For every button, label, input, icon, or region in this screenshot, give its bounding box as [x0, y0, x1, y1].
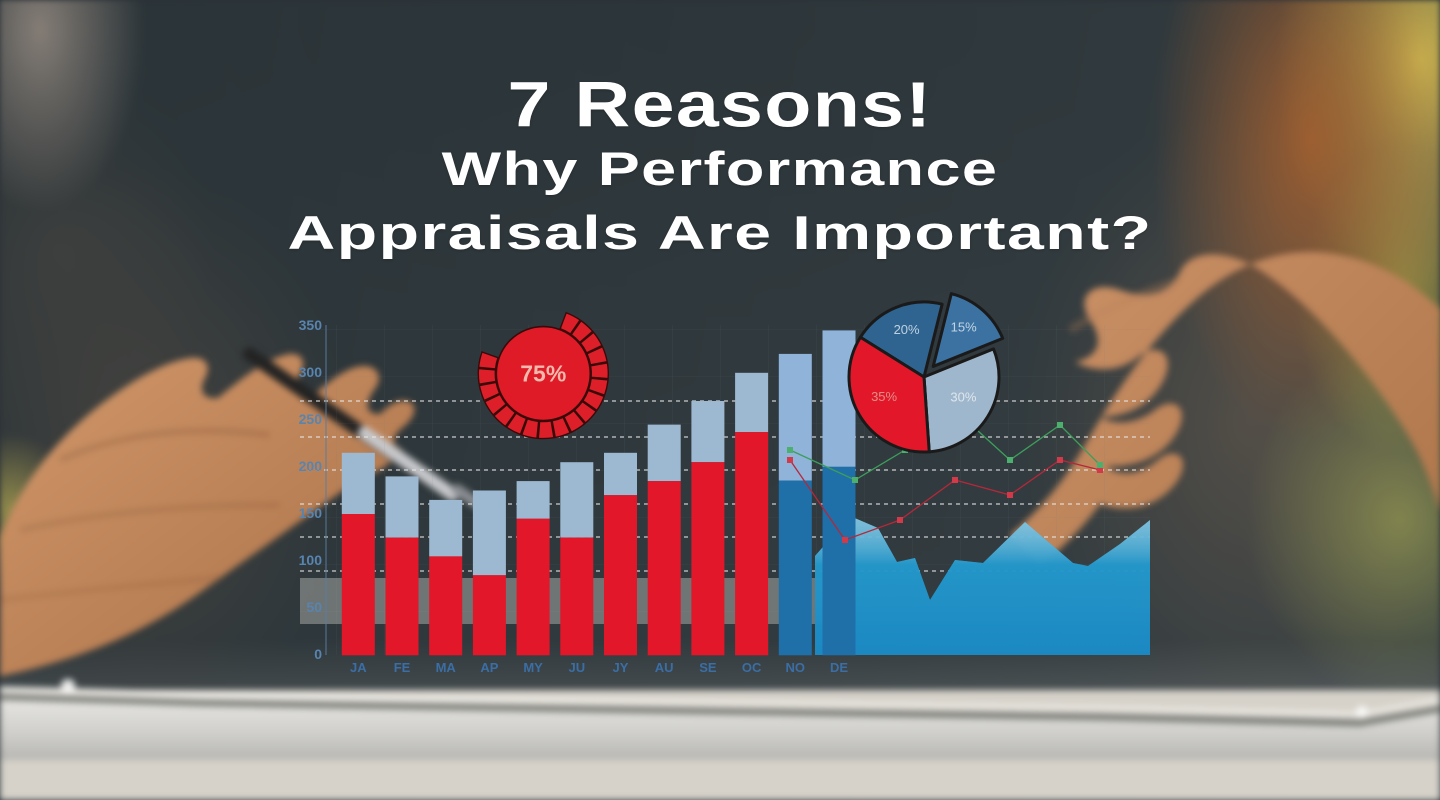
svg-text:250: 250	[299, 411, 323, 427]
svg-text:NO: NO	[786, 660, 806, 675]
svg-text:100: 100	[299, 552, 323, 568]
svg-text:30%: 30%	[950, 390, 976, 405]
svg-text:JA: JA	[350, 660, 367, 675]
svg-text:150: 150	[299, 505, 323, 521]
svg-text:50: 50	[306, 599, 322, 615]
svg-text:DE: DE	[830, 660, 848, 675]
svg-text:200: 200	[299, 458, 323, 474]
svg-text:MY: MY	[523, 660, 543, 675]
svg-text:OC: OC	[742, 660, 762, 675]
svg-text:15%: 15%	[951, 319, 977, 334]
svg-text:AU: AU	[655, 660, 674, 675]
svg-text:75%: 75%	[520, 361, 566, 387]
svg-text:0: 0	[314, 646, 322, 662]
svg-text:AP: AP	[480, 660, 498, 675]
svg-text:SE: SE	[699, 660, 717, 675]
svg-text:MA: MA	[436, 660, 457, 675]
svg-text:FE: FE	[394, 660, 411, 675]
svg-text:350: 350	[299, 317, 323, 333]
svg-text:JU: JU	[568, 660, 585, 675]
svg-text:300: 300	[299, 364, 323, 380]
svg-text:20%: 20%	[894, 322, 920, 337]
svg-text:35%: 35%	[871, 389, 897, 404]
svg-text:JY: JY	[613, 660, 629, 675]
